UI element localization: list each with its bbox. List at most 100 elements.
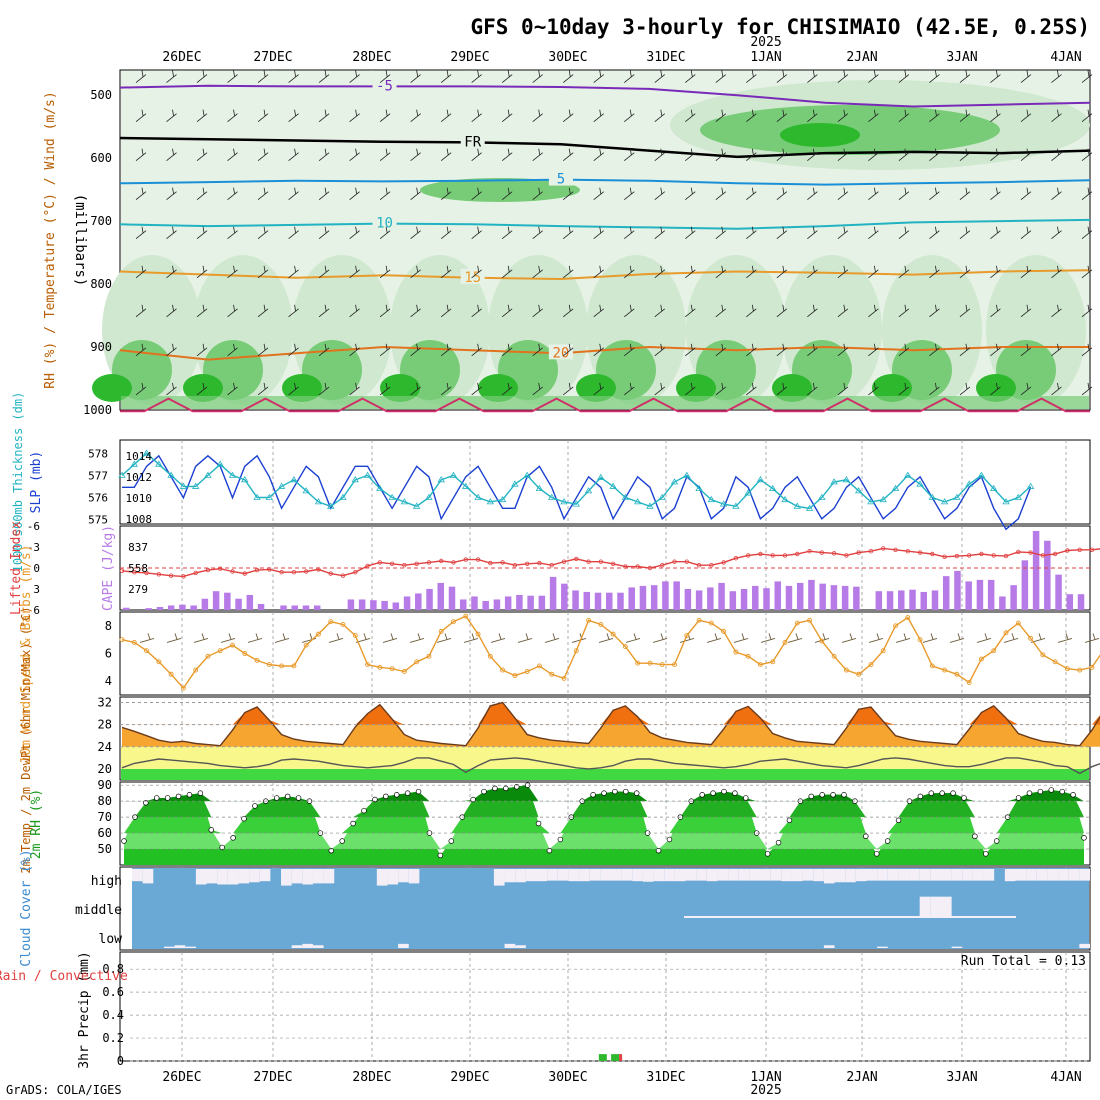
- li-point: [672, 559, 677, 564]
- cape-bar: [224, 592, 231, 610]
- rh2m-point: [808, 793, 815, 800]
- wind-barb: [837, 382, 849, 396]
- wind10m-point: [966, 680, 972, 685]
- rh2m-point: [252, 803, 258, 809]
- contour-label-bg: [460, 133, 485, 149]
- wind-barb: [1020, 382, 1032, 396]
- rh-core: [576, 374, 616, 402]
- cloud-high-gap: [760, 869, 771, 881]
- wind-barb: [654, 265, 666, 279]
- wind-barb: [410, 226, 421, 240]
- wind-barb: [593, 148, 604, 161]
- wind-barb: [868, 148, 879, 161]
- wind10m-point: [1003, 630, 1009, 636]
- thickness-point: [953, 493, 961, 500]
- cape-bar: [606, 592, 613, 610]
- wind-barb: [990, 187, 1001, 201]
- ytick-cloud: high: [91, 874, 122, 889]
- cape-bar: [695, 590, 703, 610]
- wind-barb: [654, 304, 666, 318]
- rh2m-point: [164, 795, 171, 801]
- cape-bar: [639, 585, 647, 610]
- wind-barb: [1051, 304, 1062, 318]
- rh2m-point: [121, 838, 127, 844]
- ytick-li: 3: [33, 583, 40, 596]
- wind-barb: [959, 148, 971, 161]
- wind-barb: [1081, 70, 1093, 83]
- thickness-point: [179, 482, 188, 489]
- rh2m-point: [710, 790, 716, 796]
- wind-barb-10m: [652, 633, 668, 643]
- li-point: [979, 551, 984, 557]
- wind-barb: [1051, 109, 1062, 122]
- rh2m-point: [612, 788, 618, 795]
- wind-barb: [959, 343, 971, 357]
- cloud-high-gap: [802, 869, 814, 881]
- li-point: [156, 572, 162, 577]
- cloud-high-gap: [887, 869, 899, 881]
- cape-bar: [841, 585, 849, 610]
- wind-barb: [776, 70, 788, 83]
- wind-barb: [471, 304, 482, 318]
- cloud-high-gap: [664, 869, 675, 882]
- wind-barb: [685, 382, 696, 396]
- ytick-rh: 70: [98, 810, 112, 824]
- ylabel-thick: 1000-500mb Thickness (dm): [11, 392, 25, 573]
- li-point: [377, 560, 383, 565]
- wind-barb: [440, 265, 452, 279]
- temp-band-green: [121, 768, 1089, 780]
- wind-barb: [746, 226, 757, 240]
- rh2m-point: [1048, 787, 1055, 793]
- ytick-wind: 4: [105, 674, 112, 688]
- thickness-point: [277, 482, 286, 489]
- rh2m-point: [546, 847, 553, 854]
- cloud-high-gap: [823, 869, 835, 884]
- rh2m-point: [230, 835, 236, 841]
- wind-barb: [227, 70, 238, 83]
- thickness-point: [339, 493, 347, 500]
- wind10m-point: [352, 633, 358, 638]
- wind-barb: [685, 187, 696, 201]
- li-point: [279, 570, 284, 575]
- cape-bar: [965, 581, 972, 610]
- cloud-high-gap: [1036, 869, 1048, 881]
- wind10m-point: [426, 653, 432, 659]
- cloud-low-bar: [823, 945, 835, 948]
- cape-bar: [1010, 585, 1017, 610]
- thickness-point: [265, 493, 274, 500]
- wind-barb: [654, 343, 666, 357]
- ylabel-cloud: Cloud Cover (%): [19, 849, 34, 966]
- cloud-high-gap: [568, 869, 580, 882]
- wind-barb: [593, 226, 604, 240]
- wind-barb: [929, 304, 940, 318]
- cape-bar: [1055, 574, 1062, 610]
- rh2m-point: [928, 790, 935, 796]
- cloud-low-bar: [291, 945, 303, 948]
- ytick-temp: 20: [98, 762, 112, 776]
- wind10m-point: [389, 666, 395, 672]
- wind-barb: [868, 187, 879, 201]
- wind-barb-10m: [598, 633, 614, 643]
- wind10m-point: [242, 651, 248, 656]
- rh2m-point: [535, 820, 542, 827]
- cloud-high-gap: [238, 869, 250, 884]
- ytick-wind: 8: [105, 619, 112, 633]
- cloud-high-gap: [398, 869, 409, 883]
- wind-barb: [166, 265, 177, 279]
- cloud-mid-gap: [930, 896, 941, 917]
- contour-15: [119, 269, 1091, 281]
- thickness-point: [609, 482, 617, 489]
- contour-20: [119, 345, 1090, 361]
- thickness-point: [977, 471, 986, 478]
- wind10m-point: [757, 662, 763, 668]
- ytick-ua: 700: [90, 214, 112, 228]
- rh2m-point: [1037, 788, 1044, 795]
- wind-barb: [257, 187, 269, 201]
- thickness-point: [535, 484, 544, 492]
- rh2m-point: [895, 817, 902, 824]
- cloud-high-gap: [525, 869, 537, 882]
- cape-bar: [403, 596, 411, 610]
- wind-barb: [227, 265, 238, 279]
- rh2m-point: [972, 833, 978, 840]
- wind-barb: [379, 187, 391, 201]
